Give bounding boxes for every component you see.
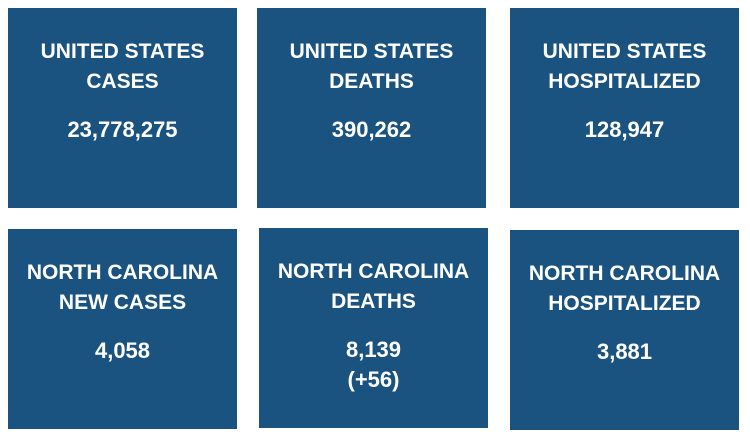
card-value: 4,058: [94, 338, 151, 363]
card-title: NORTH CAROLINA: [26, 261, 219, 284]
stat-card: UNITED STATES CASES 23,778,275: [8, 8, 237, 208]
stat-card: NORTH CAROLINA HOSPITALIZED 3,881: [510, 230, 739, 430]
stat-card: UNITED STATES HOSPITALIZED 128,947: [510, 8, 739, 208]
stat-card: NORTH CAROLINA DEATHS 8,139 (+56): [259, 228, 488, 428]
stat-card: UNITED STATES DEATHS 390,262: [257, 8, 486, 208]
card-change: (+56): [347, 367, 400, 392]
stat-card: NORTH CAROLINA NEW CASES 4,058: [8, 229, 237, 429]
card-value: 128,947: [584, 117, 665, 142]
card-title: HOSPITALIZED: [548, 292, 701, 315]
card-title: HOSPITALIZED: [548, 70, 701, 93]
card-title: NEW CASES: [58, 291, 187, 314]
card-title: DEATHS: [329, 70, 414, 93]
card-title: UNITED STATES: [289, 40, 454, 63]
card-value: 390,262: [331, 117, 412, 142]
card-value: 23,778,275: [67, 117, 178, 142]
card-value: 3,881: [596, 339, 653, 364]
card-title: UNITED STATES: [542, 40, 707, 63]
card-title: CASES: [86, 70, 159, 93]
card-title: NORTH CAROLINA: [528, 262, 721, 285]
card-title: NORTH CAROLINA: [277, 260, 470, 283]
card-title: DEATHS: [331, 290, 416, 313]
card-title: UNITED STATES: [40, 40, 205, 63]
card-value: 8,139: [345, 337, 402, 362]
